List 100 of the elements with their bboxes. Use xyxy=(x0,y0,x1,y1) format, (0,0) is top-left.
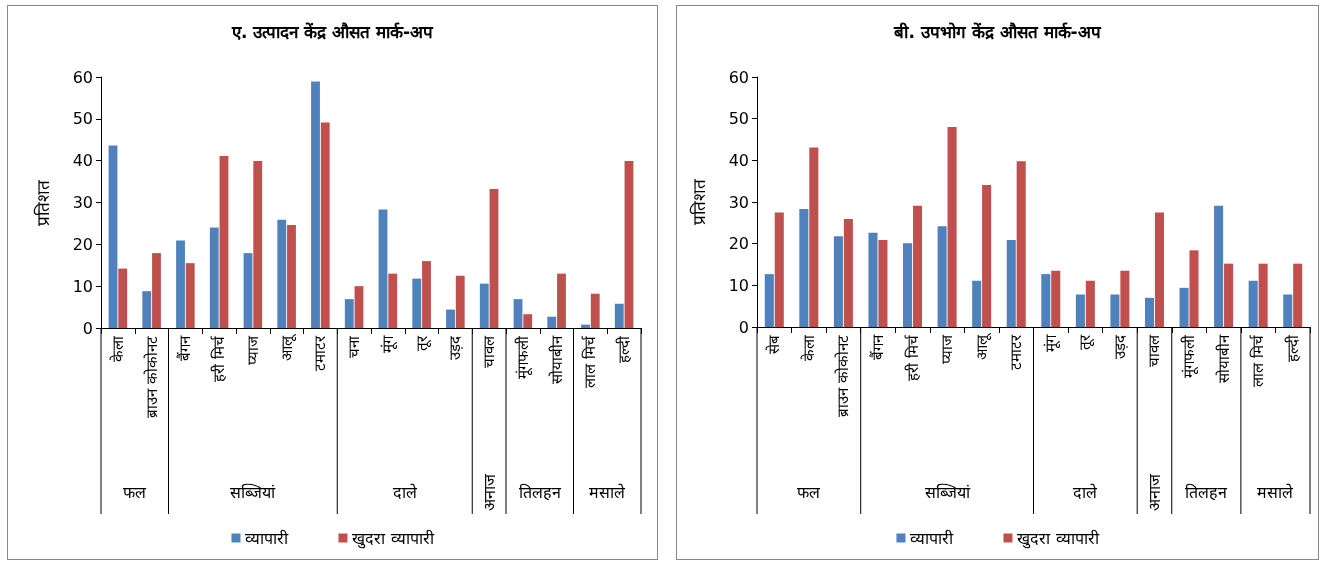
bar xyxy=(624,161,634,328)
bar xyxy=(1016,161,1026,327)
x-tick-label: लाल मिर्च xyxy=(581,335,600,388)
y-tick-label: 10 xyxy=(728,275,749,295)
bar xyxy=(311,81,320,328)
y-tick-label: 60 xyxy=(72,67,93,87)
y-tick-label: 60 xyxy=(728,67,749,87)
bar xyxy=(937,226,947,327)
x-tick-label: केला xyxy=(108,335,127,362)
y-tick-label: 20 xyxy=(72,234,93,254)
bar xyxy=(1154,212,1164,327)
text: अनाज xyxy=(1144,472,1164,511)
bar xyxy=(947,127,957,327)
x-tick-label: टमाटर xyxy=(311,335,330,371)
bar xyxy=(1179,287,1189,327)
x-tick-label: आलू xyxy=(972,333,992,360)
bar xyxy=(903,243,913,327)
bar xyxy=(774,212,784,327)
bar xyxy=(388,273,398,328)
text: सब्जियां xyxy=(924,482,971,502)
text: मसाले xyxy=(1257,482,1295,502)
bar xyxy=(581,324,590,328)
bar xyxy=(489,189,499,328)
x-tick-label: प्याज xyxy=(243,335,262,365)
bar xyxy=(209,227,219,328)
bar xyxy=(455,275,465,328)
bar xyxy=(219,156,229,328)
bar xyxy=(422,261,431,328)
bar xyxy=(378,209,388,328)
bar xyxy=(1293,263,1303,327)
chart-title: ए. उत्पादन केंद्र औसत मार्क-अप xyxy=(230,21,435,42)
text: तिलहन xyxy=(518,482,562,502)
bar xyxy=(1085,280,1095,327)
x-tick-label: हल्दी xyxy=(615,335,634,363)
x-tick-label: चावल xyxy=(480,335,499,368)
y-tick-label: 30 xyxy=(72,193,93,212)
bar xyxy=(446,309,455,328)
bar xyxy=(152,253,161,328)
bar xyxy=(1051,270,1061,327)
bar xyxy=(799,209,809,327)
x-tick-label: हरी मिर्च xyxy=(210,335,229,382)
x-tick-label: लाल मिर्च xyxy=(1249,334,1268,387)
bar xyxy=(1189,250,1199,327)
x-tick-label: तूर xyxy=(412,335,432,351)
bar xyxy=(557,273,566,328)
y-tick-label: 30 xyxy=(728,192,749,212)
x-tick-label: मूंग xyxy=(1041,334,1061,352)
y-tick-label: 0 xyxy=(82,318,93,338)
x-tick-label: मूंग xyxy=(378,335,398,353)
text: मसाले xyxy=(589,482,627,502)
text: सब्जियां xyxy=(230,482,277,502)
x-tick-label: सोयाबीन xyxy=(1214,334,1233,383)
bar xyxy=(243,253,253,328)
x-tick-label: सेब xyxy=(765,335,784,354)
bar xyxy=(1144,297,1155,327)
x-tick-label: तूर xyxy=(1076,334,1096,350)
bar xyxy=(142,291,152,328)
x-tick-label: ब्राउन कोकोनट xyxy=(142,336,161,418)
bar xyxy=(277,219,287,328)
bar xyxy=(1214,205,1224,327)
bar xyxy=(320,122,330,328)
bar xyxy=(253,161,263,328)
bar xyxy=(1110,294,1120,327)
legend-label: खुदरा व्यापारी xyxy=(1017,528,1100,549)
x-tick-label: मूंगफली xyxy=(1180,334,1200,378)
y-tick-label: 20 xyxy=(728,234,749,254)
text: दाले xyxy=(1073,482,1099,502)
y-axis-title: प्रतिशत xyxy=(688,179,709,225)
bar xyxy=(1258,263,1268,327)
text: तिलहन xyxy=(1185,482,1229,502)
x-tick-label: उड़द xyxy=(446,335,465,360)
x-tick-label: आलू xyxy=(277,334,297,361)
y-tick-label: 50 xyxy=(72,109,93,129)
bar xyxy=(1283,294,1293,327)
bar xyxy=(1120,270,1130,327)
x-tick-label: चना xyxy=(345,335,364,358)
legend-label: खुदरा व्यापारी xyxy=(352,528,435,549)
bar xyxy=(412,278,422,328)
text: फल xyxy=(797,482,822,502)
bar xyxy=(479,283,489,328)
bar xyxy=(118,268,128,328)
chart-title: बी. उपभोग केंद्र औसत मार्क-अप xyxy=(893,21,1102,42)
bar xyxy=(1248,280,1258,327)
bar xyxy=(354,286,364,328)
y-tick-label: 40 xyxy=(72,151,93,171)
x-tick-label: उड़द xyxy=(1110,334,1129,359)
bar xyxy=(878,239,888,327)
x-tick-label: ब्राउन कोकोनट xyxy=(834,335,853,417)
x-tick-label: मूंगफली xyxy=(513,335,533,379)
bar xyxy=(833,236,843,327)
text: फल xyxy=(123,482,148,502)
bar xyxy=(176,240,185,328)
bar xyxy=(912,205,923,327)
y-tick-label: 0 xyxy=(738,317,749,337)
text: दाले xyxy=(392,482,418,502)
bar xyxy=(590,293,600,328)
bar xyxy=(108,145,118,328)
text: अनाज xyxy=(479,472,499,511)
legend-label: व्यापारी xyxy=(910,528,955,548)
bar xyxy=(972,280,982,327)
